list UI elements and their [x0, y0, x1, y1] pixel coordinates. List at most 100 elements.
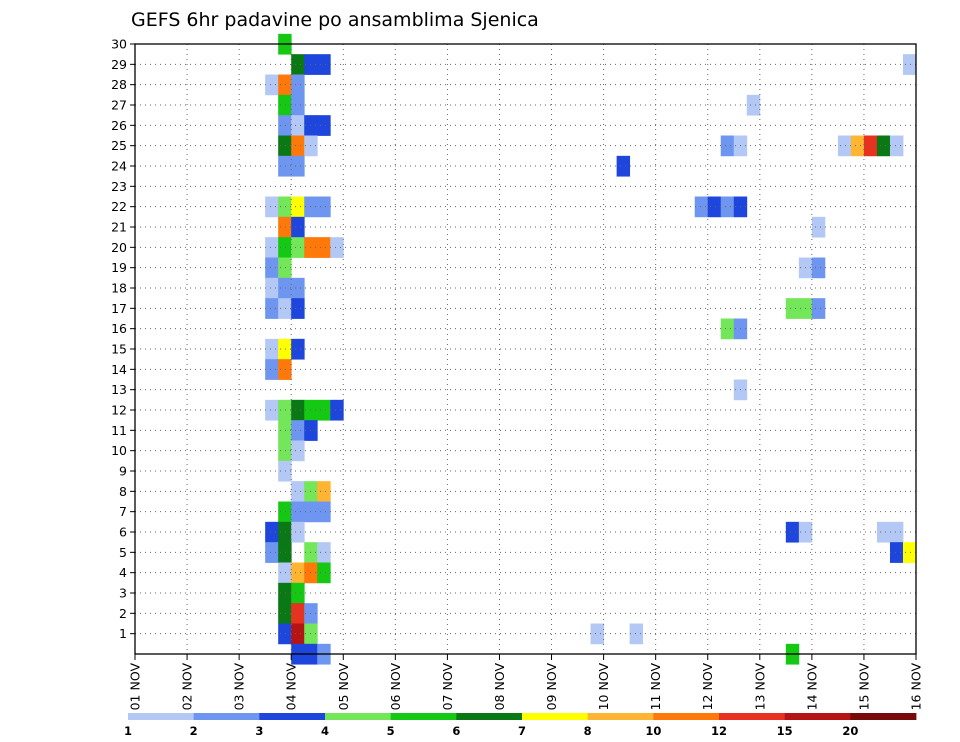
heatmap-cell [291, 94, 305, 116]
legend-swatch [784, 713, 851, 720]
heatmap-cell [278, 94, 292, 116]
heatmap-cell [902, 54, 917, 75]
heatmap-cell [902, 542, 917, 563]
legend-label: 15 [777, 724, 793, 738]
heatmap-cell [291, 501, 305, 523]
y-tick-label: 23 [111, 179, 127, 194]
heatmap-cell [265, 74, 279, 96]
x-tick-label: 11 NOV [648, 663, 663, 711]
x-axis: 01 NOV 02 NOV 03 NOV 04 NOV 05 NOV 06 NOV 07 N… [128, 654, 924, 710]
y-tick-label: 30 [111, 37, 127, 52]
heatmap-cell [278, 623, 292, 645]
heatmap-cell [291, 603, 305, 624]
heatmap-cell [278, 196, 292, 218]
heatmap-cell [278, 135, 292, 157]
y-tick-label: 26 [111, 118, 127, 133]
heatmap-cell [317, 54, 331, 75]
y-tick-label: 14 [111, 362, 127, 377]
heatmap-cell [278, 257, 292, 279]
heatmap-cell [694, 196, 709, 218]
heatmap-cell [278, 359, 292, 380]
heatmap-cell [317, 196, 331, 218]
heatmap-cell [291, 399, 305, 421]
legend-label: 6 [452, 724, 460, 738]
y-tick-label: 12 [111, 403, 127, 418]
y-tick-label: 27 [111, 98, 127, 113]
heatmap-cell [837, 135, 852, 157]
heatmap-cell [278, 155, 292, 177]
legend-label: 1 [124, 724, 132, 738]
heatmap-cell [811, 216, 826, 238]
heatmap-cell [265, 338, 279, 360]
heatmap-cell [278, 582, 292, 604]
heatmap-cell [317, 481, 331, 502]
x-tick-label: 07 NOV [440, 663, 455, 711]
heatmap-cell [291, 155, 305, 177]
heatmap-cells [265, 33, 917, 665]
heatmap-cell [720, 135, 735, 157]
y-tick-label: 24 [111, 159, 127, 174]
heatmap-cell [291, 115, 305, 136]
heatmap-cell [278, 115, 292, 136]
heatmap-cell [317, 542, 331, 563]
heatmap-cell [265, 359, 279, 380]
heatmap-cell [291, 74, 305, 96]
heatmap-cell [811, 298, 826, 319]
legend-label: 7 [518, 724, 526, 738]
heatmap-cell [785, 298, 800, 319]
heatmap-cell [291, 277, 305, 299]
heatmap-cell [317, 115, 331, 136]
heatmap-cell [278, 562, 292, 584]
heatmap-cell [265, 257, 279, 279]
y-tick-label: 15 [111, 342, 127, 357]
heatmap-cell [876, 521, 891, 543]
heatmap-cell [317, 399, 331, 421]
y-tick-label: 9 [119, 464, 127, 479]
color-legend: 1 2 3 4 5 6 7 8 10 12 15 20 [124, 713, 917, 738]
y-tick-label: 7 [119, 504, 127, 519]
heatmap-cell [291, 420, 305, 441]
x-tick-label: 05 NOV [336, 663, 351, 711]
heatmap-cell [278, 521, 292, 543]
x-tick-label: 16 NOV [909, 663, 924, 711]
heatmap-cell [590, 623, 604, 645]
y-tick-label: 25 [111, 138, 127, 153]
heatmap-cell [291, 237, 305, 258]
heatmap-cell [278, 603, 292, 624]
legend-swatch [719, 713, 786, 720]
y-tick-label: 20 [111, 240, 127, 255]
legend-swatch [325, 713, 392, 720]
heatmap-cell [330, 399, 344, 421]
y-tick-label: 18 [111, 281, 127, 296]
legend-label: 3 [255, 724, 263, 738]
legend-label: 4 [321, 724, 329, 738]
legend-label: 10 [645, 724, 661, 738]
y-axis: 1234567891011121314151617181920212223242… [111, 37, 135, 641]
y-tick-label: 2 [119, 606, 127, 621]
heatmap-cell [720, 196, 735, 218]
y-tick-label: 11 [111, 423, 127, 438]
legend-swatch [259, 713, 326, 720]
x-tick-label: 08 NOV [492, 663, 507, 711]
x-tick-label: 03 NOV [232, 663, 247, 711]
y-tick-label: 1 [119, 626, 127, 641]
legend-swatch [587, 713, 654, 720]
heatmap-cell [746, 94, 761, 116]
heatmap-cell [291, 562, 305, 584]
y-tick-label: 13 [111, 382, 127, 397]
heatmap-cell [317, 237, 331, 258]
heatmap-cell [265, 277, 279, 299]
heatmap-cell [278, 277, 292, 299]
heatmap-cell [278, 298, 292, 319]
heatmap-cell [278, 440, 292, 462]
y-tick-label: 10 [111, 443, 127, 458]
heatmap-cell [876, 135, 891, 157]
x-tick-label: 09 NOV [544, 663, 559, 711]
heatmap-cell [889, 135, 904, 157]
heatmap-cell [278, 74, 292, 96]
legend-label: 2 [190, 724, 198, 738]
heatmap-cell [278, 420, 292, 441]
heatmap-cell [291, 298, 305, 319]
heatmap-cell [720, 318, 735, 340]
